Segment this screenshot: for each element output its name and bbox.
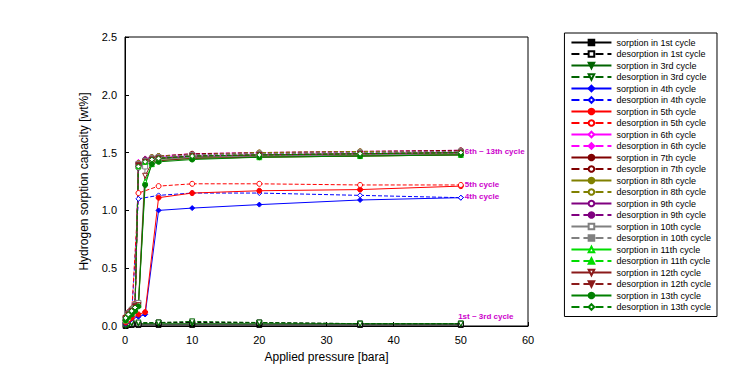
svg-text:sorption in 11th cycle: sorption in 11th cycle (616, 245, 700, 255)
svg-text:sorption in 9th cycle: sorption in 9th cycle (616, 199, 696, 209)
svg-text:10: 10 (186, 334, 198, 346)
svg-text:sorption in 6th cycle: sorption in 6th cycle (616, 130, 696, 140)
svg-text:sorption in 13th cycle: sorption in 13th cycle (616, 291, 701, 301)
svg-text:sorption in 5th cycle: sorption in 5th cycle (616, 107, 696, 117)
svg-text:desorption in 1st cycle: desorption in 1st cycle (616, 49, 705, 59)
svg-text:desorption in 11th cycle: desorption in 11th cycle (616, 256, 710, 266)
svg-text:0: 0 (122, 334, 128, 346)
svg-text:sorption in 4th cycle: sorption in 4th cycle (616, 84, 696, 94)
svg-text:sorption in 3rd cycle: sorption in 3rd cycle (616, 61, 696, 71)
svg-text:50: 50 (455, 334, 467, 346)
svg-text:1st ~ 3rd cycle: 1st ~ 3rd cycle (458, 312, 514, 321)
svg-text:0.0: 0.0 (102, 320, 117, 332)
svg-text:1.5: 1.5 (102, 147, 117, 159)
svg-text:60: 60 (522, 334, 534, 346)
svg-text:desorption in 12th cycle: desorption in 12th cycle (616, 279, 711, 289)
svg-text:1.0: 1.0 (102, 204, 117, 216)
svg-text:desorption in 6th cycle: desorption in 6th cycle (616, 141, 706, 151)
svg-text:desorption in 9th cycle: desorption in 9th cycle (616, 210, 706, 220)
svg-text:sorption in 8th cycle: sorption in 8th cycle (616, 176, 696, 186)
svg-text:4th cycle: 4th cycle (465, 192, 500, 201)
svg-text:6th ~ 13th cycle: 6th ~ 13th cycle (465, 147, 525, 156)
svg-text:30: 30 (320, 334, 332, 346)
svg-text:Hydrogen sorption capacity [wt: Hydrogen sorption capacity [wt%] (77, 92, 91, 270)
svg-text:desorption in 4th cycle: desorption in 4th cycle (616, 95, 706, 105)
svg-text:sorption in 1st cycle: sorption in 1st cycle (616, 38, 695, 48)
svg-text:40: 40 (388, 334, 400, 346)
svg-text:0.5: 0.5 (102, 262, 117, 274)
svg-text:desorption in 13th cycle: desorption in 13th cycle (616, 302, 711, 312)
svg-text:20: 20 (253, 334, 265, 346)
svg-text:5th cycle: 5th cycle (465, 180, 500, 189)
svg-text:desorption in 7th cycle: desorption in 7th cycle (616, 164, 706, 174)
svg-text:sorption in 7th cycle: sorption in 7th cycle (616, 153, 696, 163)
svg-text:sorption in 12th cycle: sorption in 12th cycle (616, 268, 701, 278)
svg-text:2.5: 2.5 (102, 31, 117, 43)
svg-text:sorption in 10th cycle: sorption in 10th cycle (616, 222, 701, 232)
svg-text:desorption in 3rd cycle: desorption in 3rd cycle (616, 72, 706, 82)
svg-text:2.0: 2.0 (102, 89, 117, 101)
svg-text:desorption in 10th cycle: desorption in 10th cycle (616, 233, 711, 243)
svg-text:desorption in 8th cycle: desorption in 8th cycle (616, 187, 706, 197)
svg-text:desorption in 5th cycle: desorption in 5th cycle (616, 118, 706, 128)
svg-text:Applied pressure [bara]: Applied pressure [bara] (264, 350, 388, 364)
